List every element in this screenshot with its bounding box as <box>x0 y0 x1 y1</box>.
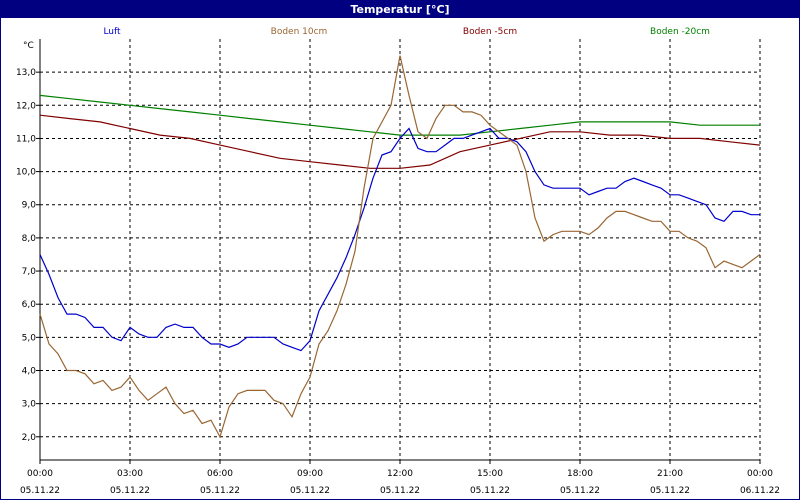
grid <box>40 39 760 460</box>
x-tick-time: 03:00 <box>117 469 143 479</box>
x-tick-date: 05.11.22 <box>470 486 510 496</box>
series-line-boden-10cm <box>39 55 761 439</box>
y-tick-label: 9,0 <box>22 201 37 211</box>
x-tick-date: 05.11.22 <box>20 486 60 496</box>
axes: 2,0 3,0 4,0 5,0 6,0 7,0 8,0 9,0 10,0 11,0 12,0 13,0… <box>16 39 780 496</box>
y-tick-label: 2,0 <box>22 433 37 443</box>
x-tick-time: 21:00 <box>657 469 683 479</box>
legend-entry: Boden -20cm <box>650 27 710 37</box>
legend: Luft Boden 10cm Boden -5cm Boden -20cm <box>103 27 710 37</box>
x-tick-date: 06.11.22 <box>740 486 780 496</box>
x-tick-date: 05.11.22 <box>650 486 690 496</box>
x-tick-date: 05.11.22 <box>110 486 150 496</box>
series-lines <box>39 55 761 439</box>
y-tick-label: 8,0 <box>22 234 37 244</box>
y-tick-label: 13,0 <box>16 68 36 78</box>
y-tick-label: 4,0 <box>22 366 37 376</box>
x-tick-time: 09:00 <box>297 469 323 479</box>
legend-entry: Boden 10cm <box>271 27 328 37</box>
series-line-luft <box>39 127 760 352</box>
x-tick-date: 05.11.22 <box>200 486 240 496</box>
y-tick-label: 5,0 <box>22 333 37 343</box>
x-tick-time: 00:00 <box>27 469 53 479</box>
x-tick-time: 15:00 <box>477 469 503 479</box>
series-line-boden-5cm <box>39 114 761 169</box>
x-tick-time: 00:00 <box>747 469 773 479</box>
y-tick-label: 6,0 <box>22 300 37 310</box>
y-tick-label: 12,0 <box>16 101 36 111</box>
y-tick-label: 3,0 <box>22 400 37 410</box>
chart-title: Temperatur [°C] <box>1 1 799 18</box>
y-tick-label: 7,0 <box>22 267 37 277</box>
legend-entry: Boden -5cm <box>463 27 517 37</box>
x-tick-time: 12:00 <box>387 469 413 479</box>
x-tick-date: 05.11.22 <box>560 486 600 496</box>
legend-entry: Luft <box>103 27 121 37</box>
series-line-boden-20cm <box>39 94 760 136</box>
y-tick-label: 11,0 <box>16 134 36 144</box>
x-tick-date: 05.11.22 <box>290 486 330 496</box>
x-tick-time: 18:00 <box>567 469 593 479</box>
x-tick-time: 06:00 <box>207 469 233 479</box>
y-tick-label: 10,0 <box>16 168 36 178</box>
x-tick-date: 05.11.22 <box>380 486 420 496</box>
y-axis-unit: °C <box>23 41 34 51</box>
